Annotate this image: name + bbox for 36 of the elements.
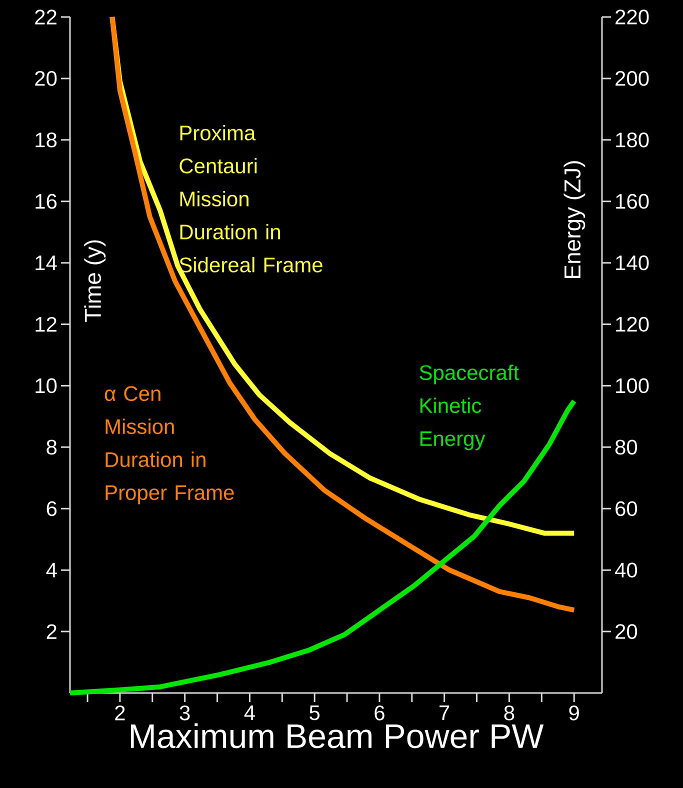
x-tick-label: 8	[504, 706, 514, 720]
y2-tick-label: 60	[616, 501, 638, 516]
y-tick-label: 20	[35, 71, 57, 86]
x-tick-label: 2	[115, 706, 125, 720]
x-tick-label: 9	[569, 706, 579, 720]
y-tick-label: 22	[35, 10, 56, 24]
y2-tick-label: 160	[616, 194, 649, 209]
x-tick-label: 5	[310, 706, 320, 720]
y2-tick-label: 80	[615, 440, 638, 455]
y-tick-label: 8	[46, 440, 57, 455]
y-axis-title: Time (y)	[84, 240, 106, 322]
y2-tick-label: 200	[616, 71, 649, 86]
y-tick-label: 14	[36, 256, 57, 270]
x-tick-label: 7	[440, 706, 450, 720]
y-tick-label: 10	[36, 378, 57, 394]
y-tick-label: 16	[36, 194, 57, 209]
y2-tick-label: 40	[615, 562, 638, 578]
series-label: Proxima Centauri Mission Duration in Sidereal Frame	[180, 125, 322, 272]
y2-tick-label: 220	[616, 10, 649, 24]
series-label: α Cen Mission Duration in Proper Frame	[104, 386, 234, 504]
y2-tick-label: 140	[616, 255, 649, 270]
y-tick-label: 12	[36, 316, 56, 332]
x-tick-label: 3	[180, 706, 190, 720]
y2-tick-label: 180	[616, 132, 649, 148]
y2-axis-title: Energy (ZJ)	[564, 161, 586, 278]
x-axis-title: Maximum Beam Power PW	[130, 723, 544, 748]
y2-tick-label: 100	[616, 378, 649, 394]
y-tick-label: 18	[36, 132, 57, 148]
x-tick-label: 4	[244, 706, 255, 720]
y2-tick-label: 120	[616, 316, 649, 332]
y-tick-label: 4	[46, 562, 57, 578]
y2-tick-label: 20	[616, 624, 638, 639]
y-tick-label: 6	[46, 501, 57, 516]
y-tick-label: 2	[46, 624, 56, 639]
x-tick-label: 6	[374, 706, 384, 720]
series-label: Spacecraft Kinetic Energy	[420, 364, 519, 450]
